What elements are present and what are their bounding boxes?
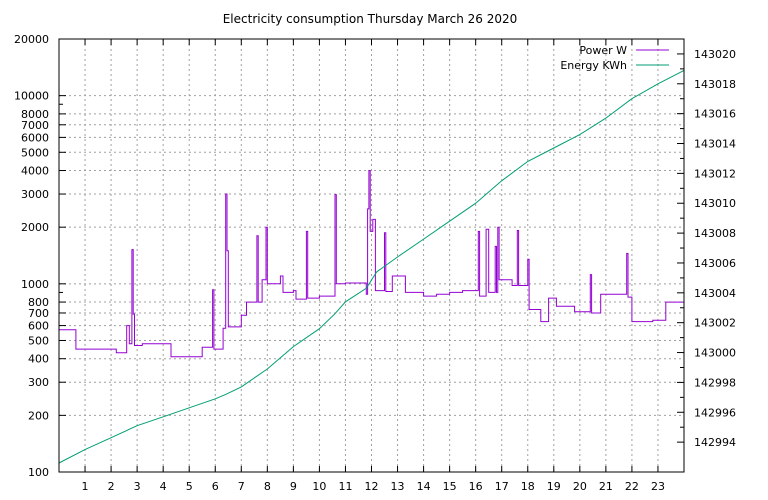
x-tick-label: 7 [238,480,245,493]
y-tick-label: 8000 [21,108,49,121]
y-tick-label: 600 [28,320,49,333]
x-tick-label: 4 [160,480,167,493]
y-tick-label: 2000 [21,221,49,234]
x-tick-label: 6 [212,480,219,493]
y2-tick-label: 142998 [694,376,736,389]
series-line-energy-kwh [58,69,685,464]
y2-tick-label: 143006 [694,257,736,270]
x-tick-label: 12 [365,480,379,493]
x-tick-label: 18 [521,480,535,493]
y-tick-label: 300 [28,376,49,389]
x-tick-label: 14 [417,480,431,493]
legend-label-energy-kwh: Energy KWh [560,59,627,72]
y-tick-label: 3000 [21,188,49,201]
y-tick-label: 20000 [14,33,49,46]
x-tick-label: 23 [651,480,665,493]
x-tick-label: 3 [134,480,141,493]
y2-tick-label: 142996 [694,406,736,419]
y2-tick-label: 143018 [694,78,736,91]
y-tick-label: 7000 [21,119,49,132]
y-tick-label: 6000 [21,131,49,144]
x-tick-label: 8 [264,480,271,493]
x-tick-label: 21 [599,480,613,493]
grid [59,38,684,473]
y2-tick-label: 143002 [694,317,736,330]
x-tick-label: 22 [625,480,639,493]
series-layer [58,69,685,464]
x-tick-label: 15 [443,480,457,493]
y2-tick-label: 143008 [694,227,736,240]
y2-tick-label: 143000 [694,347,736,360]
x-tick-label: 10 [312,480,326,493]
y-tick-label: 500 [28,334,49,347]
x-tick-label: 17 [495,480,509,493]
x-tick-label: 9 [290,480,297,493]
chart-title: Electricity consumption Thursday March 2… [223,12,518,26]
legend-label-power-w: Power W [579,44,627,57]
y-tick-label: 1000 [21,278,49,291]
y2-tick-label: 143012 [694,167,736,180]
y-tick-label: 5000 [21,146,49,159]
y-tick-label: 100 [28,466,49,479]
y2-tick-label: 143010 [694,197,736,210]
y-tick-label: 4000 [21,165,49,178]
x-tick-label: 5 [186,480,193,493]
series-line-power-w [59,170,684,358]
y2-tick-label: 143016 [694,108,736,121]
y-tick-label: 10000 [14,90,49,103]
y2-tick-label: 143020 [694,48,736,61]
x-tick-label: 11 [338,480,352,493]
x-tick-label: 20 [573,480,587,493]
y2-tick-label: 143014 [694,138,736,151]
x-tick-label: 13 [391,480,405,493]
y-tick-label: 400 [28,353,49,366]
legend: Power W Energy KWh [560,44,669,72]
y2-tick-label: 142994 [694,436,736,449]
x-tick-label: 19 [547,480,561,493]
x-tick-label: 2 [108,480,115,493]
ticks: 1 2 3 4 5 6 7 8 9 10 11 12 13 14 15 16 17 18 19 20 21 22 23100… [14,33,736,493]
x-tick-label: 16 [469,480,483,493]
y2-tick-label: 143004 [694,287,736,300]
y-tick-label: 800 [28,296,49,309]
x-tick-label: 1 [82,480,89,493]
y-tick-label: 200 [28,409,49,422]
y-tick-label: 700 [28,307,49,320]
